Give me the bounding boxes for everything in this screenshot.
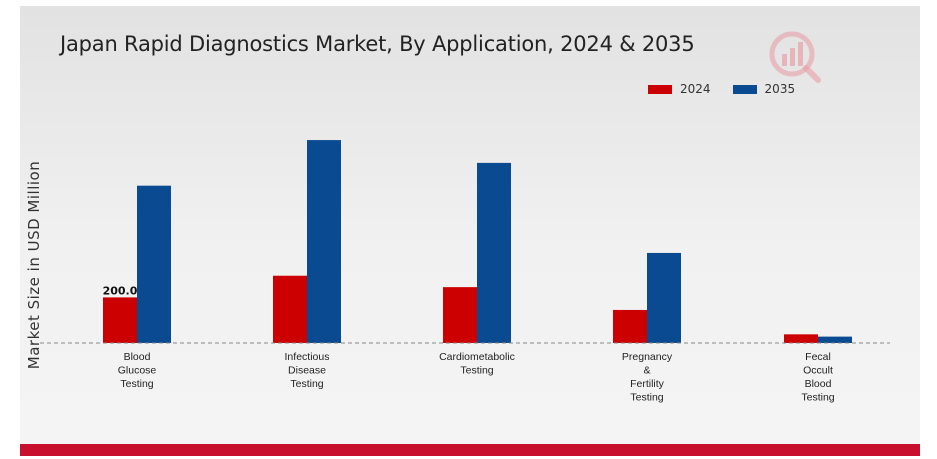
x-tick-label-3-2: Fertility bbox=[630, 378, 665, 390]
x-tick-label-3-3: Testing bbox=[630, 392, 663, 404]
legend-label-2035: 2035 bbox=[764, 82, 796, 96]
legend-label-2024: 2024 bbox=[680, 82, 711, 96]
x-tick-label-4-3: Testing bbox=[801, 392, 834, 404]
x-tick-label-1-0: Infectious bbox=[285, 351, 330, 363]
bar-2035-3 bbox=[647, 252, 681, 343]
x-tick-label-3-1: & bbox=[643, 365, 650, 377]
footer-bar bbox=[20, 444, 920, 456]
x-tick-label-0-0: Blood bbox=[124, 351, 151, 363]
x-tick-label-1-2: Testing bbox=[290, 378, 323, 390]
bar-2024-4 bbox=[784, 334, 818, 343]
legend-swatch-2024 bbox=[648, 84, 672, 94]
legend-item-2035: 2035 bbox=[732, 82, 796, 96]
x-tick-label-3-0: Pregnancy bbox=[622, 351, 673, 363]
x-tick-label-4-0: Fecal bbox=[805, 351, 831, 363]
chart-title: Japan Rapid Diagnostics Market, By Appli… bbox=[60, 32, 695, 56]
x-tick-label-0-2: Testing bbox=[120, 378, 153, 390]
brand-logo-icon bbox=[766, 28, 822, 84]
x-tick-label-2-1: Testing bbox=[460, 365, 493, 377]
bar-2024-0 bbox=[103, 297, 137, 343]
bar-2024-1 bbox=[273, 275, 307, 343]
legend-swatch-2035 bbox=[732, 84, 757, 94]
x-tick-label-0-1: Glucose bbox=[118, 365, 157, 377]
legend: 2024 2035 bbox=[648, 82, 817, 96]
bar-2035-4 bbox=[818, 336, 852, 343]
bar-2024-3 bbox=[613, 309, 647, 343]
bar-2035-2 bbox=[477, 162, 511, 343]
x-tick-label-4-1: Occult bbox=[803, 365, 833, 377]
bar-2035-0 bbox=[137, 185, 171, 343]
bar-2035-1 bbox=[307, 140, 341, 343]
legend-item-2024: 2024 bbox=[648, 82, 711, 96]
x-tick-label-1-1: Disease bbox=[288, 365, 326, 377]
x-tick-label-2-0: Cardiometabolic bbox=[439, 351, 515, 363]
bar-2024-2 bbox=[443, 287, 477, 343]
x-tick-label-4-2: Blood bbox=[805, 378, 832, 390]
data-label-0: 200.0 bbox=[103, 284, 138, 297]
